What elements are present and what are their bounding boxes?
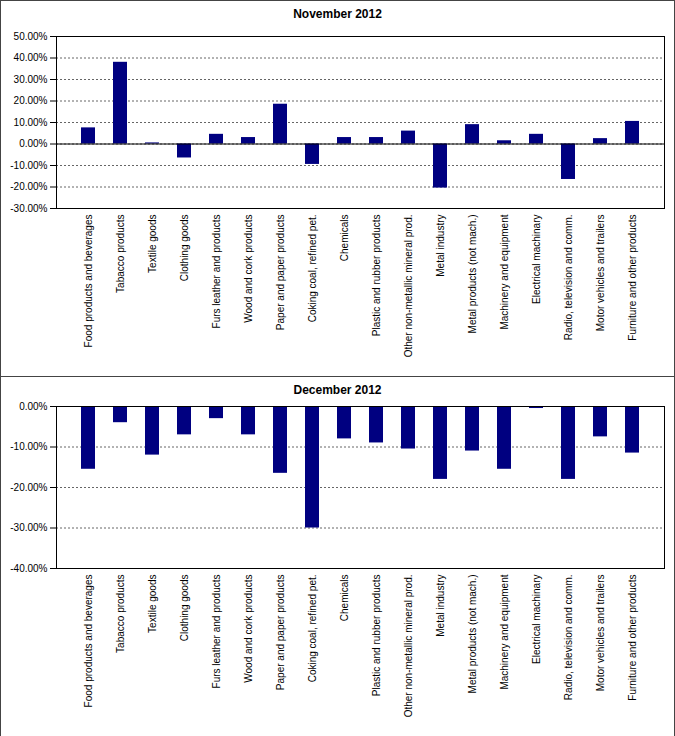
svg-text:-40.00%: -40.00% [10,563,47,574]
svg-text:-20.00%: -20.00% [10,482,47,493]
svg-text:Textile goods: Textile goods [147,215,158,273]
svg-text:Clothing goods: Clothing goods [179,215,190,282]
svg-text:0.00%: 0.00% [19,402,47,412]
svg-text:Motor vehicles and trailers: Motor vehicles and trailers [595,215,606,332]
svg-text:40.00%: 40.00% [14,52,48,63]
svg-text:-30.00%: -30.00% [10,203,47,214]
svg-text:Furniture and other products: Furniture and other products [627,215,638,341]
svg-text:Other non-metallic mineral pro: Other non-metallic mineral prod. [403,575,414,718]
svg-text:Plastic and rubber products: Plastic and rubber products [371,215,382,337]
svg-text:Electrical machinary: Electrical machinary [531,215,542,304]
svg-text:Electrical machinary: Electrical machinary [531,575,542,664]
svg-text:Motor vehicles and trailers: Motor vehicles and trailers [595,575,606,692]
svg-text:Other non-metallic mineral pro: Other non-metallic mineral prod. [403,215,414,358]
svg-text:Furs leather and products: Furs leather and products [211,575,222,689]
svg-text:Clothing goods: Clothing goods [179,575,190,642]
svg-text:Food products and beverages: Food products and beverages [83,215,94,348]
svg-text:Textile goods: Textile goods [147,575,158,633]
svg-text:Paper and paper products: Paper and paper products [275,575,286,691]
svg-text:Wood and cork products: Wood and cork products [243,215,254,323]
svg-text:-20.00%: -20.00% [10,181,47,192]
svg-text:Coking coal, refined pet.: Coking coal, refined pet. [307,575,318,683]
svg-text:Tabacco products: Tabacco products [115,575,126,653]
svg-text:Plastic and rubber products: Plastic and rubber products [371,575,382,697]
svg-text:Furs leather and products: Furs leather and products [211,215,222,329]
svg-text:10.00%: 10.00% [14,117,48,128]
svg-text:Chemicals: Chemicals [339,575,350,622]
svg-text:Paper and paper products: Paper and paper products [275,215,286,331]
svg-text:20.00%: 20.00% [14,95,48,106]
svg-text:-10.00%: -10.00% [10,160,47,171]
svg-text:Furniture and other products: Furniture and other products [627,575,638,701]
svg-text:Chemicals: Chemicals [339,215,350,262]
svg-text:Radio, television and comm.: Radio, television and comm. [563,215,574,341]
html-text:December 2012: December 2012 [293,383,382,397]
svg-text:Metal industry: Metal industry [435,215,446,277]
svg-text:Tabacco products: Tabacco products [115,215,126,293]
svg-text:-10.00%: -10.00% [10,441,47,452]
svg-text:Wood and cork products: Wood and cork products [243,575,254,683]
svg-text:0.00%: 0.00% [19,138,47,149]
svg-text:Food products and beverages: Food products and beverages [83,575,94,708]
svg-text:50.00%: 50.00% [14,31,48,42]
svg-text:-30.00%: -30.00% [10,522,47,533]
svg-text:Metal industry: Metal industry [435,575,446,637]
svg-text:Metal products (not mach.): Metal products (not mach.) [467,575,478,694]
svg-text:Coking coal, refined pet.: Coking coal, refined pet. [307,215,318,323]
html-text:November 2012: November 2012 [293,7,382,21]
svg-text:Radio, television and comm.: Radio, television and comm. [563,575,574,701]
svg-text:30.00%: 30.00% [14,74,48,85]
svg-text:Machinery and equipment: Machinery and equipment [499,574,510,689]
svg-text:Metal products (not mach.): Metal products (not mach.) [467,215,478,334]
svg-text:Machinery and equipment: Machinery and equipment [499,214,510,329]
